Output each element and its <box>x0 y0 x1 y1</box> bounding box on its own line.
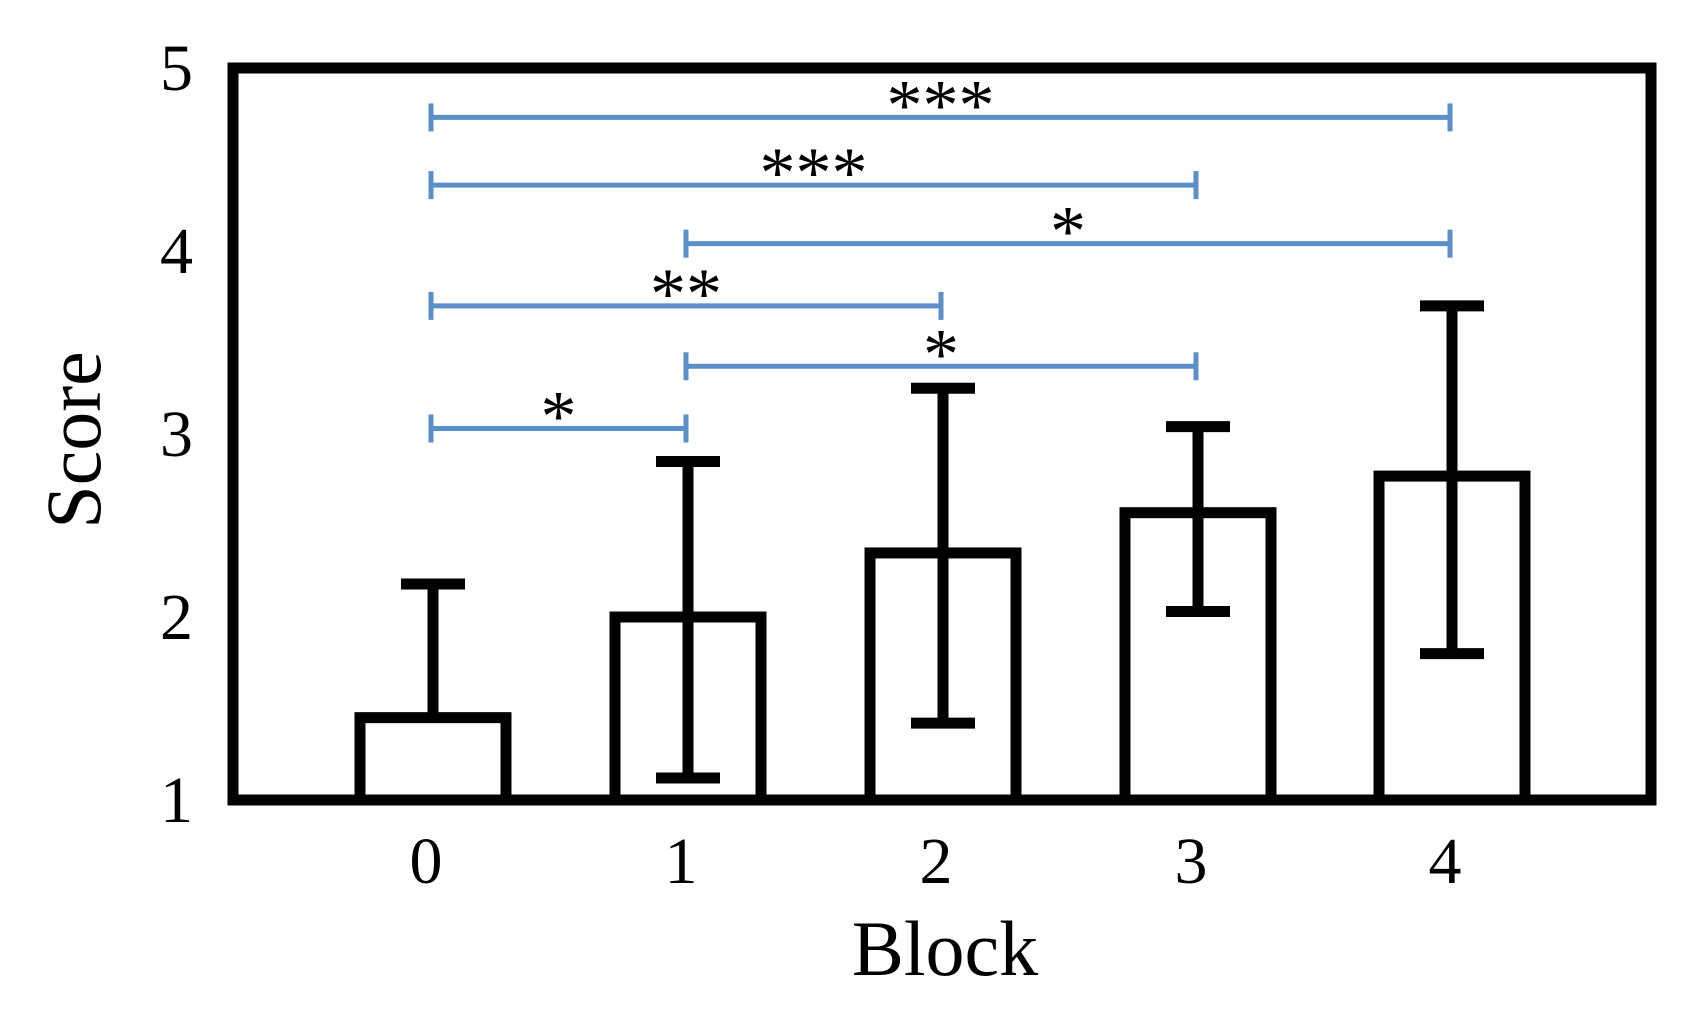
plot-frame <box>227 62 1657 806</box>
y-axis-title: Score <box>30 351 117 529</box>
significance-label: *** <box>887 65 995 145</box>
x-axis-title: Block <box>852 905 1038 992</box>
significance-label: * <box>1050 192 1086 272</box>
significance-label: ** <box>650 254 722 334</box>
y-tick-label: 3 <box>160 398 193 471</box>
x-tick-label: 0 <box>410 825 443 898</box>
significance-label: *** <box>760 133 868 213</box>
significance-label: * <box>541 377 577 457</box>
x-tick-label: 1 <box>665 825 698 898</box>
x-tick-label: 2 <box>920 825 953 898</box>
x-tick-label: 3 <box>1175 825 1208 898</box>
y-tick-label: 4 <box>160 215 193 288</box>
y-tick-label: 1 <box>160 764 193 837</box>
significance-label: * <box>923 314 959 394</box>
y-tick-label: 5 <box>160 32 193 105</box>
y-tick-label: 2 <box>160 581 193 654</box>
bar <box>354 712 512 806</box>
x-tick-label: 4 <box>1429 825 1462 898</box>
